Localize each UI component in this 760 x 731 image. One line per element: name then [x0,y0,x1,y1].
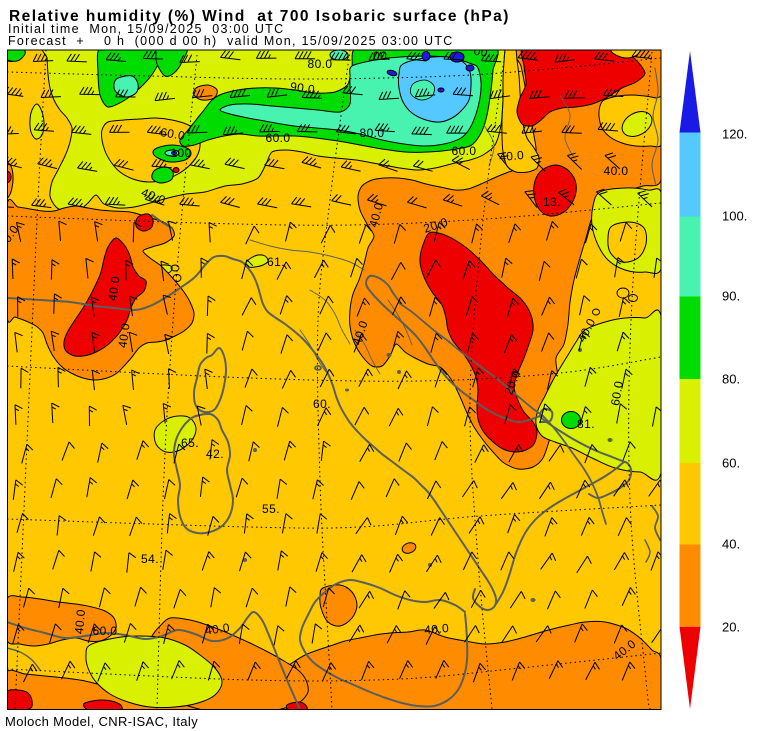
svg-text:60.0: 60.0 [93,624,118,638]
svg-text:90.0: 90.0 [289,79,316,96]
svg-text:40.0: 40.0 [115,322,132,349]
svg-text:60.0: 60.0 [266,131,291,145]
svg-text:120.: 120. [722,127,747,142]
svg-text:60.: 60. [313,397,331,411]
svg-text:60.0: 60.0 [608,380,626,407]
svg-text:00.: 00. [473,44,493,61]
svg-text:60.0: 60.0 [159,125,186,143]
svg-text:100.: 100. [722,209,747,224]
svg-text:60.: 60. [722,456,740,471]
svg-text:61.: 61. [267,255,285,269]
svg-text:81.: 81. [577,417,595,431]
svg-text:20.: 20. [722,620,740,635]
svg-text:60.0: 60.0 [452,144,477,158]
svg-text:80.0: 80.0 [308,57,333,71]
svg-text:40.0: 40.0 [499,148,525,164]
svg-text:40.0: 40.0 [72,609,88,635]
svg-text:40.0: 40.0 [105,275,122,302]
svg-text:90.: 90. [722,289,740,304]
svg-text:42.: 42. [206,447,224,461]
svg-text:100: 100 [170,146,191,160]
svg-text:40.: 40. [722,537,740,552]
svg-text:40.0: 40.0 [604,164,629,178]
svg-text:40.0: 40.0 [424,621,450,637]
svg-text:40.0: 40.0 [366,201,386,229]
svg-text:40.0: 40.0 [204,620,231,637]
svg-text:00.: 00. [373,49,391,63]
svg-text:80.: 80. [722,372,740,387]
svg-text:65.: 65. [181,436,199,450]
svg-text:55.: 55. [262,502,280,516]
svg-text:80.0: 80.0 [360,126,385,140]
svg-text:13.: 13. [543,195,561,209]
svg-text:54.: 54. [141,552,159,566]
